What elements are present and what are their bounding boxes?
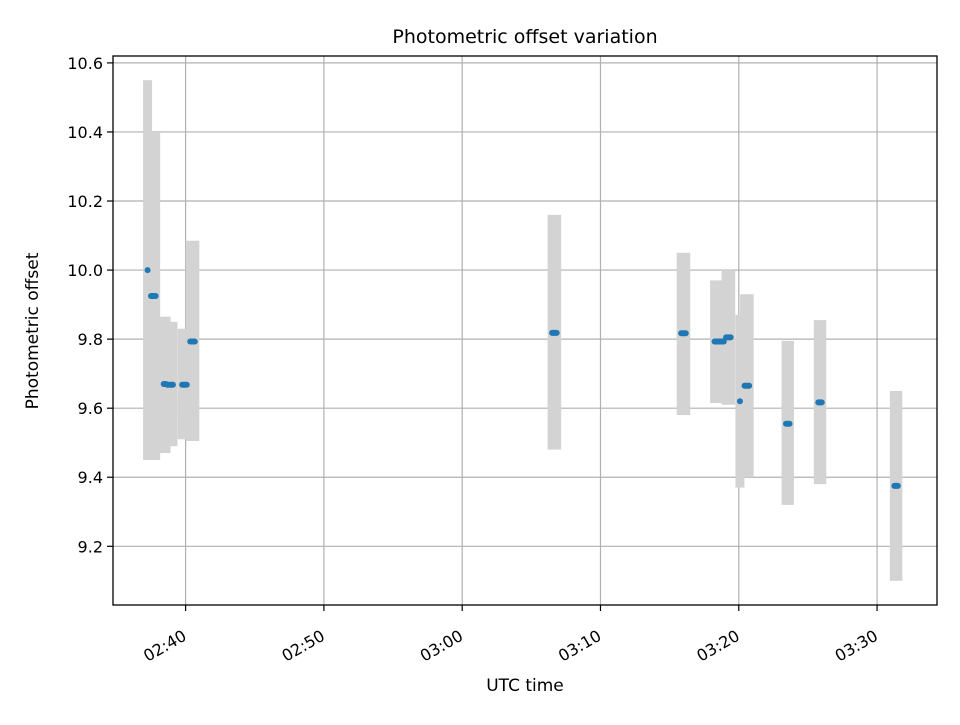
y-tick-label: 9.8 (78, 330, 103, 349)
data-point (736, 398, 743, 405)
y-tick-label: 10.0 (67, 261, 103, 280)
y-tick-label: 10.2 (67, 192, 103, 211)
y-tick-label: 10.6 (67, 54, 103, 73)
y-tick-label: 10.4 (67, 123, 103, 142)
y-tick-label: 9.2 (78, 537, 103, 556)
data-point (144, 267, 151, 274)
y-tick-label: 9.4 (78, 468, 103, 487)
x-axis-label: UTC time (486, 676, 564, 696)
y-axis-label: Photometric offset (23, 252, 43, 409)
gridlines (113, 56, 937, 605)
y-tick-label: 9.6 (78, 399, 103, 418)
data-points (144, 267, 901, 489)
plot-frame (112, 55, 938, 606)
y-axis: 9.2 9.4 9.6 9.8 10.0 10.2 10.4 10.6 (67, 54, 113, 556)
chart-title: Photometric offset variation (392, 26, 657, 48)
